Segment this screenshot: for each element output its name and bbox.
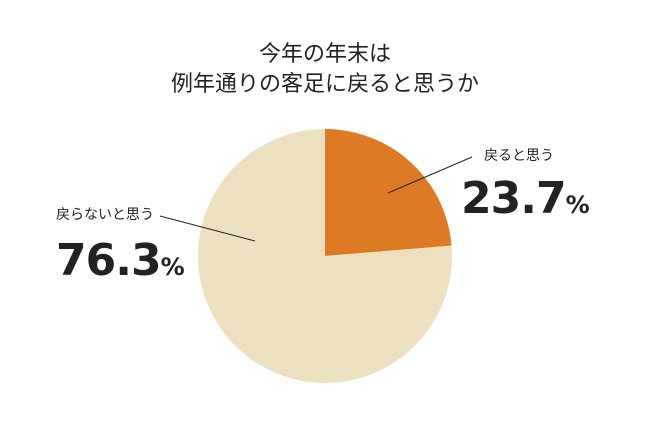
slice-value-unit-1: % (161, 253, 185, 281)
slice-value-number-1: 76.3 (56, 235, 161, 286)
pie-slice-1 (197, 129, 452, 384)
chart-title-line2: 例年通りの客足に戻ると思うか (170, 72, 479, 97)
leader-line-slice-1 (159, 215, 256, 242)
slice-value-1: 76.3% (56, 235, 185, 286)
slice-label-0: 戻ると思う (484, 148, 554, 164)
slice-value-number-0: 23.7 (461, 173, 566, 224)
slice-label-1: 戻らないと思う (56, 207, 154, 223)
leader-line-slice-0 (387, 156, 473, 194)
chart-title-line1: 今年の年末は (258, 42, 391, 67)
slice-value-0: 23.7% (461, 173, 590, 224)
slice-value-unit-0: % (566, 191, 590, 219)
pie-slices (197, 129, 452, 384)
